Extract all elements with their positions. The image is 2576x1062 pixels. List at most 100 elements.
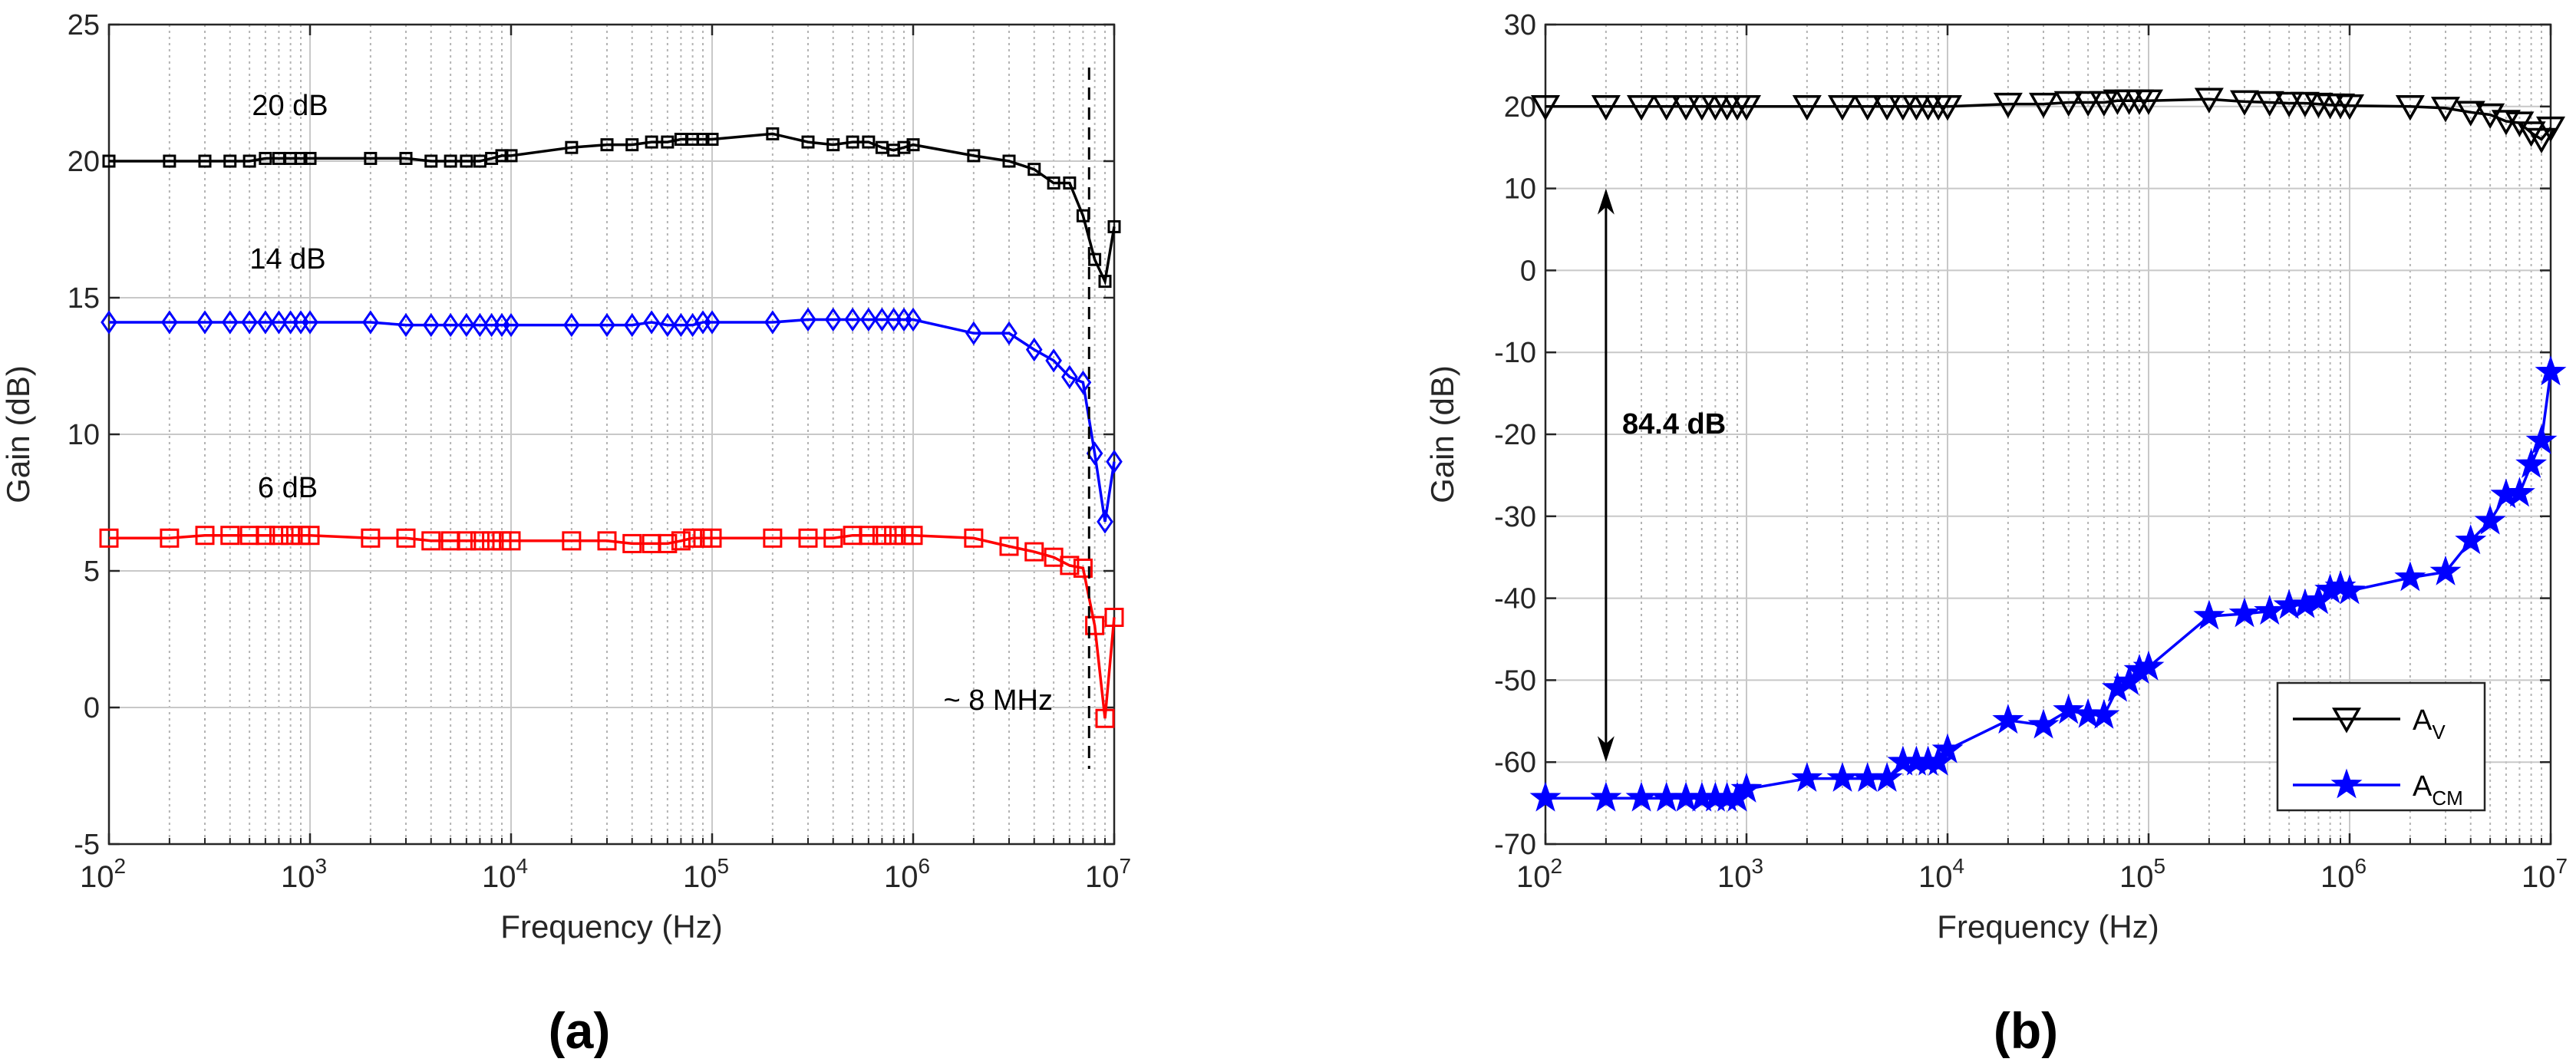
marker-triangle xyxy=(2254,91,2284,117)
x-tick-exponent: 2 xyxy=(114,854,126,878)
marker-star xyxy=(2132,650,2165,681)
annotation-span: 84.4 dB xyxy=(1622,408,1726,440)
marker-square xyxy=(705,133,719,147)
marker-square xyxy=(884,526,904,546)
x-tick-exponent: 3 xyxy=(1751,854,1763,878)
marker-star xyxy=(2334,574,2366,605)
annotation-cutoff: ~ 8 MHz xyxy=(943,684,1053,717)
marker-triangle xyxy=(2334,94,2365,120)
x-tick-label: 104 xyxy=(1918,854,1964,894)
marker-diamond xyxy=(623,312,641,338)
marker-diamond xyxy=(1061,364,1078,389)
marker-diamond xyxy=(302,310,318,335)
marker-star xyxy=(2088,698,2120,729)
marker-star xyxy=(1992,704,2024,734)
marker-triangle xyxy=(2526,127,2557,154)
marker-square xyxy=(303,151,317,165)
x-tick-base: 10 xyxy=(482,860,516,894)
legend-label-base: A xyxy=(2413,704,2433,737)
x-tick-base: 10 xyxy=(2522,860,2556,894)
marker-diamond xyxy=(860,307,877,332)
marker-triangle xyxy=(2229,90,2260,116)
marker-diamond xyxy=(503,312,519,338)
marker-triangle xyxy=(1792,95,1822,121)
marker-diamond xyxy=(471,312,489,338)
marker-star xyxy=(2027,708,2060,739)
marker-triangle xyxy=(2194,87,2224,114)
marker-triangle xyxy=(1591,95,1621,121)
x-tick-label: 107 xyxy=(1085,854,1131,894)
marker-triangle xyxy=(2516,121,2546,147)
marker-square xyxy=(300,526,320,546)
marker-square xyxy=(661,135,675,149)
marker-square xyxy=(470,531,490,551)
marker-square xyxy=(1107,219,1121,233)
marker-square xyxy=(424,154,438,168)
marker-diamond xyxy=(659,312,676,338)
marker-diamond xyxy=(442,312,459,338)
x-tick-base: 10 xyxy=(1717,860,1752,894)
marker-diamond xyxy=(196,310,213,335)
annotation-14db: 14 dB xyxy=(249,243,325,275)
marker-diamond xyxy=(161,310,178,335)
y-tick-label: 0 xyxy=(84,692,100,724)
marker-triangle xyxy=(2456,101,2485,127)
marker-square xyxy=(457,531,477,551)
marker-diamond xyxy=(1097,510,1113,534)
x-tick-label: 106 xyxy=(884,854,930,894)
marker-square xyxy=(269,526,289,546)
marker-triangle xyxy=(2274,91,2304,118)
y-tick-label: 15 xyxy=(68,282,100,315)
marker-square xyxy=(99,528,119,548)
marker-star xyxy=(2515,447,2548,478)
marker-square xyxy=(766,127,780,140)
y-tick-label: -5 xyxy=(74,829,100,861)
marker-square xyxy=(1027,163,1041,176)
x-axis-label: Frequency (Hz) xyxy=(500,909,722,945)
y-tick-label: 10 xyxy=(1504,173,1536,206)
y-tick-label: 0 xyxy=(1520,255,1536,287)
marker-diamond xyxy=(1001,321,1018,345)
series-20-db xyxy=(102,127,1121,289)
marker-square xyxy=(1073,558,1093,578)
marker-star xyxy=(2429,555,2462,585)
marker-square xyxy=(482,531,502,551)
y-tick-label: 25 xyxy=(68,9,100,41)
marker-triangle xyxy=(1731,95,1762,121)
marker-square xyxy=(102,154,116,168)
marker-square xyxy=(220,526,240,546)
marker-square xyxy=(198,154,212,168)
x-tick-exponent: 4 xyxy=(516,854,528,878)
marker-square xyxy=(444,154,457,168)
x-tick-exponent: 6 xyxy=(918,854,930,878)
x-tick-base: 10 xyxy=(884,860,919,894)
marker-triangle xyxy=(2535,116,2566,143)
marker-square xyxy=(1060,556,1080,576)
marker-star xyxy=(2053,694,2085,724)
marker-square xyxy=(399,151,413,165)
legend-label-sub: V xyxy=(2432,721,2446,744)
x-tick-exponent: 4 xyxy=(1952,854,1964,878)
marker-square xyxy=(600,138,614,152)
x-tick-base: 10 xyxy=(281,860,315,894)
marker-square xyxy=(903,526,923,546)
marker-square xyxy=(658,533,678,553)
marker-square xyxy=(862,135,876,149)
marker-diamond xyxy=(241,310,258,335)
x-tick-label: 105 xyxy=(2119,854,2165,894)
marker-diamond xyxy=(1025,338,1043,362)
x-tick-label: 104 xyxy=(482,854,528,894)
marker-star xyxy=(2503,477,2535,507)
x-tick-base: 10 xyxy=(80,860,114,894)
marker-triangle xyxy=(1932,95,1963,121)
marker-square xyxy=(396,528,416,548)
x-tick-base: 10 xyxy=(2119,860,2154,894)
marker-square xyxy=(696,133,710,147)
marker-star xyxy=(1590,781,1622,812)
marker-triangle xyxy=(1993,92,2023,119)
marker-square xyxy=(259,151,272,165)
